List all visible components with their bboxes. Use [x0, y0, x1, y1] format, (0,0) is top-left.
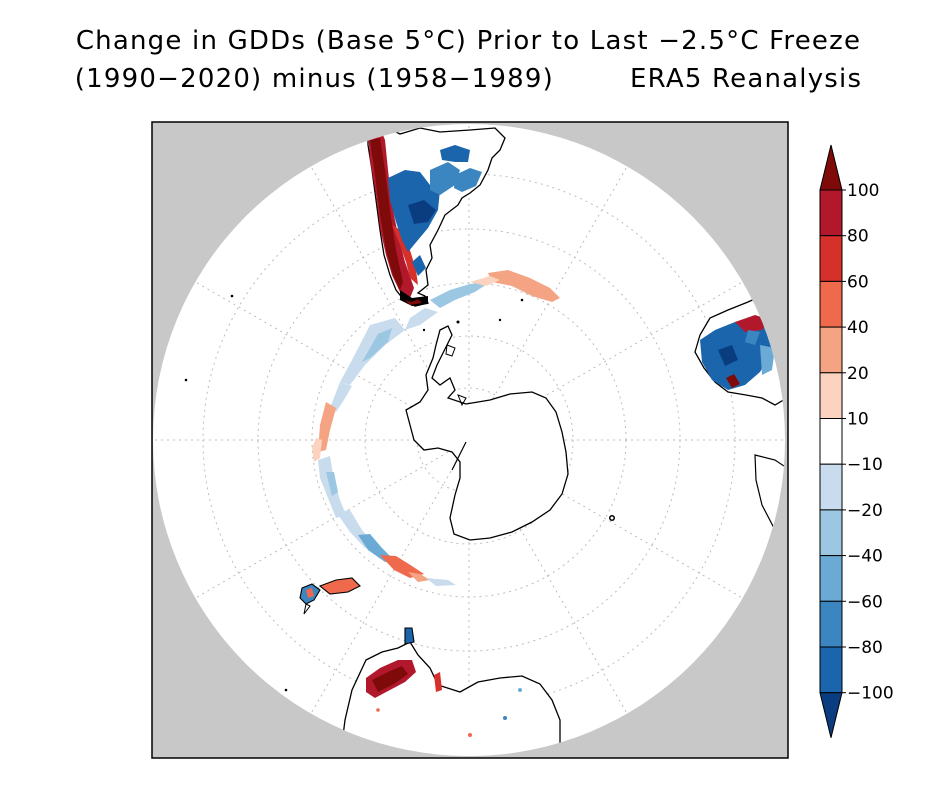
colorbar-bin [819, 189, 843, 237]
australia [339, 627, 561, 756]
chart-title-line1: Change in GDDs (Base 5°C) Prior to Last … [75, 26, 862, 56]
colorbar-label: 80 [847, 227, 869, 247]
new-zealand [299, 577, 361, 615]
colorbar-label: −100 [847, 684, 894, 704]
map-frame [151, 121, 789, 759]
colorbar-label: −80 [847, 638, 883, 658]
colorbar-bin [819, 280, 843, 328]
colorbar-bottom-triangle [819, 692, 843, 738]
dataset-label: ERA5 Reanalysis [630, 64, 863, 94]
colorbar-bin [819, 555, 843, 602]
colorbar-label: −40 [847, 547, 883, 567]
colorbar-bin [819, 646, 843, 694]
colorbar-bin [819, 372, 843, 419]
colorbar-bin [819, 418, 843, 465]
colorbar-label: −20 [847, 501, 883, 521]
south-america [367, 127, 506, 307]
colorbar-label: 40 [847, 318, 869, 338]
colorbar-top-triangle [819, 144, 843, 191]
colorbar: 100 80 60 40 20 10 −10 −20 −40 −60 −80 −100 [819, 144, 894, 738]
colorbar-label: −10 [847, 455, 883, 475]
colorbar-bin [819, 600, 843, 648]
ocean-anomaly-arc [312, 270, 560, 586]
period-label: (1990−2020) minus (1958−1989) [74, 64, 554, 94]
colorbar-bin [819, 509, 843, 557]
chart-title-line2: (1990−2020) minus (1958−1989) ERA5 Reanal… [0, 64, 937, 94]
colorbar-label: 20 [847, 364, 869, 384]
colorbar-bin [819, 235, 843, 282]
antarctica [405, 318, 615, 541]
colorbar-bin [819, 326, 843, 374]
small-islands [184, 294, 772, 692]
colorbar-label: 60 [847, 272, 869, 292]
colorbar-label: −60 [847, 592, 883, 612]
colorbar-label: 10 [847, 410, 869, 430]
colorbar-label: 100 [847, 181, 879, 201]
colorbar-bin [819, 463, 843, 511]
